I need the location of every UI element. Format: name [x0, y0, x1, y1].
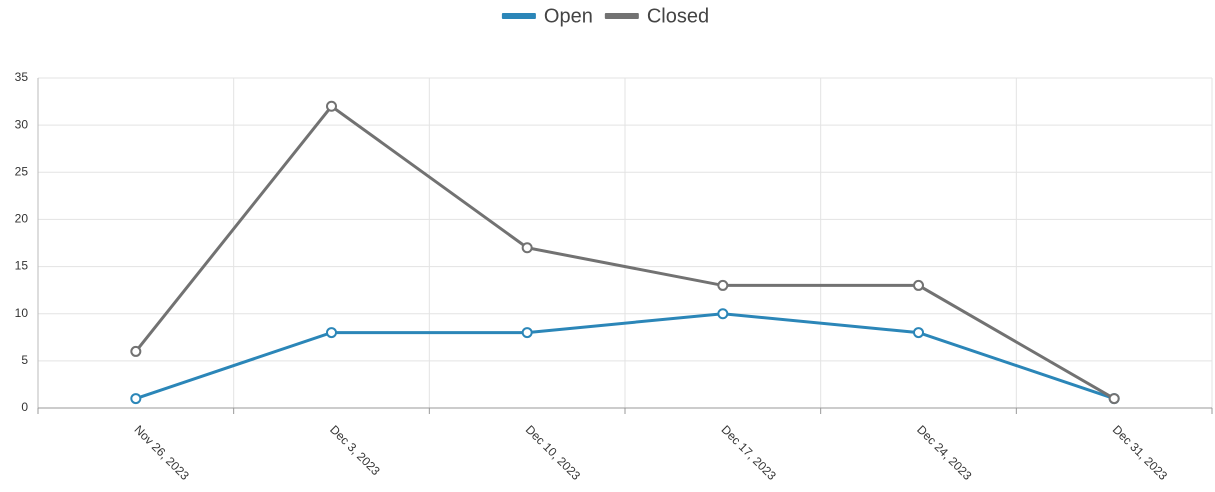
- y-tick-label: 30: [15, 117, 29, 131]
- y-tick-label: 5: [21, 353, 28, 367]
- y-tick-label: 35: [15, 70, 29, 84]
- point: [1108, 393, 1120, 405]
- series-line: [135, 312, 1115, 400]
- point: [913, 279, 924, 291]
- legend: Open Closed: [501, 5, 709, 27]
- y-tick-label: 20: [15, 212, 29, 226]
- point: [130, 345, 142, 357]
- x-tick-label: Dec 10, 2023: [523, 422, 584, 483]
- point: [326, 327, 337, 339]
- legend-label: Open: [544, 5, 593, 27]
- point: [717, 279, 729, 291]
- series-line: [134, 104, 1115, 400]
- point: [130, 393, 142, 405]
- x-tick-label: Nov 26, 2023: [131, 422, 192, 483]
- x-tick-label: Dec 17, 2023: [718, 422, 779, 483]
- legend-swatch: [604, 13, 639, 19]
- point: [521, 327, 533, 339]
- legend-swatch: [501, 13, 536, 19]
- legend-label: Closed: [647, 5, 709, 27]
- y-tick-label: 15: [15, 259, 29, 273]
- point: [913, 327, 924, 339]
- x-tick-label: Dec 3, 2023: [327, 422, 383, 478]
- x-tick-label: Dec 24, 2023: [914, 422, 975, 483]
- point: [717, 308, 729, 320]
- y-tick-label: 25: [15, 164, 29, 178]
- y-tick-label: 10: [15, 306, 29, 320]
- y-tick-label: 0: [21, 400, 28, 414]
- x-tick-label: Dec 31, 2023: [1110, 422, 1171, 483]
- point: [326, 100, 337, 112]
- point: [521, 242, 533, 254]
